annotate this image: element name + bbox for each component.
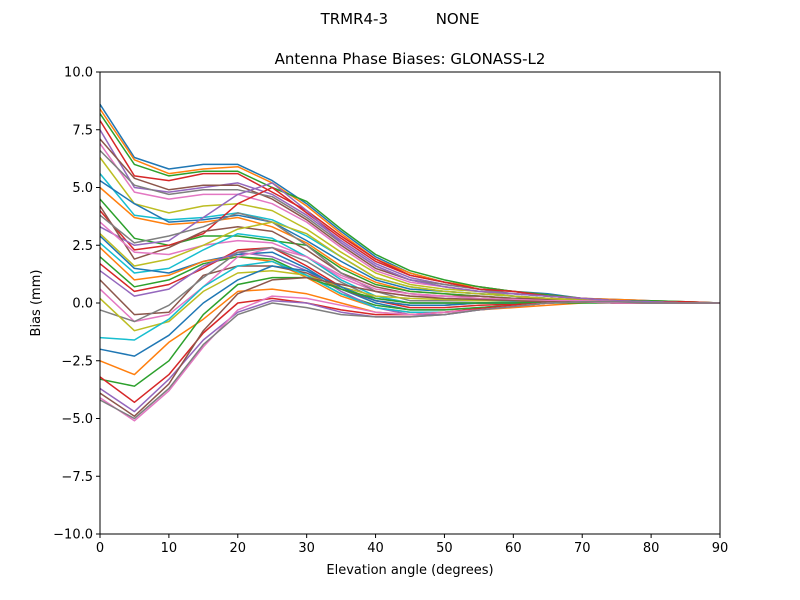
y-tick-label: −2.5 [61,354,93,369]
series-line-2 [99,108,721,304]
y-tick-label: 0.0 [72,297,93,312]
y-tick-label: −10.0 [53,528,93,543]
x-tick-label: 40 [367,541,384,556]
x-tick-label: 60 [505,541,522,556]
y-tick-label: 10.0 [64,66,93,81]
y-tick-label: 7.5 [72,123,93,138]
x-tick-label: 80 [643,541,660,556]
series-lines [99,103,721,422]
y-tick-label: −7.5 [61,470,93,485]
x-tick-label: 0 [96,541,104,556]
y-tick-label: 5.0 [72,181,93,196]
x-axis-label: Elevation angle (degrees) [326,563,493,578]
y-tick-label: 2.5 [72,239,93,254]
x-tick-label: 10 [161,541,178,556]
x-tick-label: 90 [712,541,729,556]
x-tick-label: 30 [298,541,315,556]
series-line-38 [99,301,720,420]
x-tick-label: 50 [436,541,453,556]
x-tick-label: 20 [230,541,247,556]
x-tick-label: 70 [574,541,591,556]
figure-suptitle: TRMR4-3 NONE [320,10,480,28]
series-line-37 [99,295,720,422]
y-axis-ticks: 10.0 7.5 5.0 2.5 0.0 −2.5 −5.0 −7.5 −10.0 [53,66,100,543]
y-axis-label: Bias (mm) [29,270,44,337]
x-axis-ticks: 0 10 20 30 40 50 60 70 80 90 [96,534,728,556]
chart-title: Antenna Phase Biases: GLONASS-L2 [275,50,546,68]
y-tick-label: −5.0 [61,412,93,427]
series-line-15 [99,182,720,304]
